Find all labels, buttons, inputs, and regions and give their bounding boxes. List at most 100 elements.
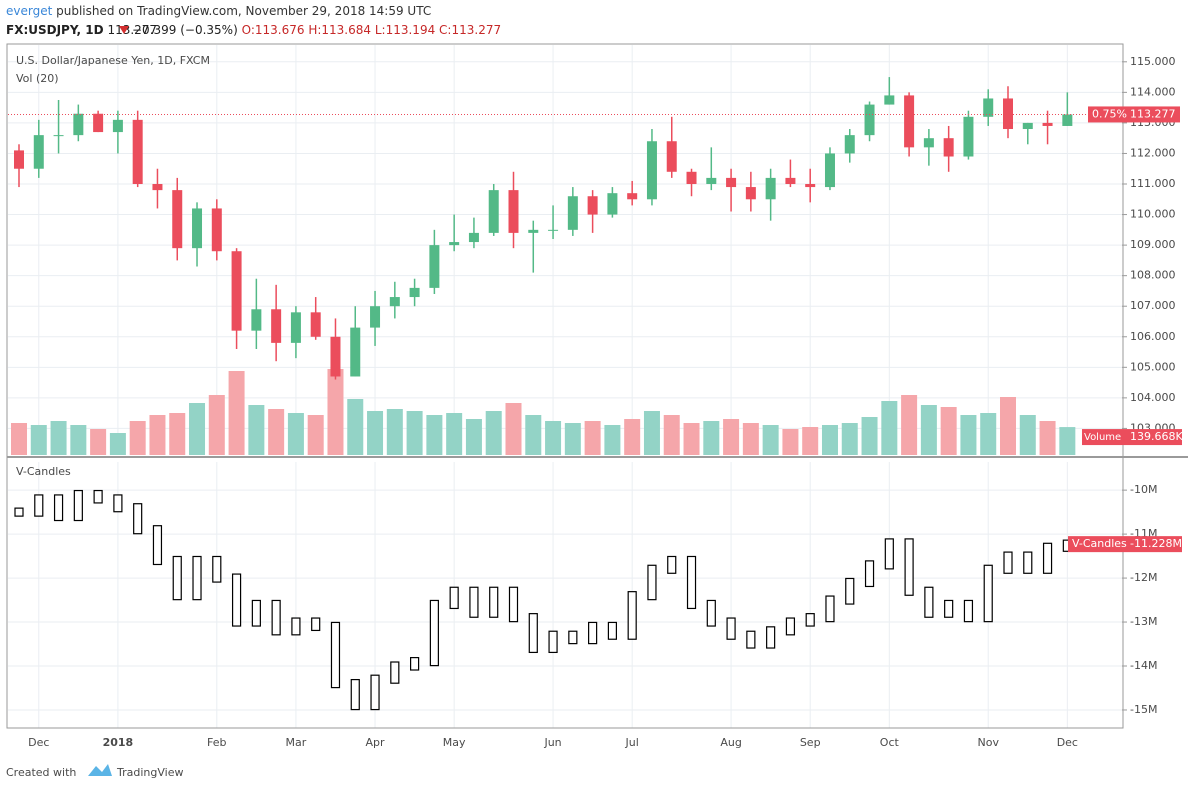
candle-body: [884, 95, 895, 105]
marks: [8, 77, 1122, 711]
v-candle: [825, 595, 835, 623]
volume-bar: [129, 421, 146, 455]
v-candle: [53, 494, 64, 522]
x-tick-label: Dec: [28, 736, 49, 749]
volume-bar: [169, 413, 186, 455]
candle-body: [1003, 98, 1013, 130]
candle-body: [844, 135, 855, 154]
v-candle: [73, 489, 83, 522]
volume-bar: [208, 395, 225, 455]
v-candle: [588, 621, 598, 645]
candle-body: [923, 138, 934, 148]
candle-body: [370, 306, 381, 328]
x-tick-label: Jul: [625, 736, 639, 749]
v-candle: [330, 621, 341, 689]
y-tick-label: 106.000: [1130, 330, 1176, 343]
ohlc-line: −0.399 (−0.35%) O:113.676 H:113.684 L:11…: [132, 23, 501, 37]
candle-body: [587, 196, 598, 215]
candle-body: [449, 242, 460, 246]
v-candle: [983, 564, 993, 623]
candle-body: [904, 95, 915, 148]
candle-body: [290, 312, 301, 343]
candle-body: [14, 150, 24, 169]
candle-body: [350, 327, 361, 377]
volume-bar: [446, 413, 463, 455]
x-tick-label: May: [443, 736, 466, 749]
candle-body: [192, 208, 203, 249]
x-tick-label: 2018: [103, 736, 134, 749]
volume-bar: [782, 429, 799, 455]
volume-label: Volume: [1084, 432, 1121, 443]
v-candle: [607, 621, 618, 640]
volume-bar: [228, 371, 245, 455]
v-candle: [231, 573, 242, 627]
volume-bar: [347, 399, 364, 455]
v-candle: [785, 617, 796, 636]
volume-bar: [465, 419, 482, 455]
v-candle: [390, 661, 400, 684]
v-candle: [508, 586, 519, 623]
candle-body: [112, 119, 123, 133]
candle-body: [429, 245, 440, 288]
v-candle: [963, 599, 974, 623]
candle-body: [33, 135, 44, 169]
volume-bar: [564, 423, 581, 455]
v-candle: [528, 613, 538, 654]
v-candle: [864, 560, 875, 588]
v-candle: [350, 678, 360, 711]
volume-bar: [624, 419, 641, 455]
candle-body: [310, 312, 321, 337]
published: published on TradingView.com, November 2…: [56, 4, 431, 18]
y-tick-label: 107.000: [1130, 299, 1176, 312]
volume-bar: [643, 411, 660, 455]
symbol: FX:USDJPY, 1D: [6, 23, 104, 37]
v-candle: [568, 630, 578, 645]
v-candle: [133, 503, 143, 535]
low: L:113.194: [375, 23, 435, 37]
candle-body: [765, 177, 776, 200]
x-tick-label: Mar: [286, 736, 307, 749]
x-tick-label: Apr: [366, 736, 386, 749]
v-candle: [311, 617, 321, 632]
x-tick-label: Jun: [543, 736, 561, 749]
v-candle: [647, 564, 657, 601]
v-candle: [924, 586, 934, 618]
y-tick-label: -14M: [1130, 659, 1157, 672]
volume-bar: [248, 405, 265, 455]
v-candle: [805, 613, 815, 627]
volume-bar: [386, 409, 403, 455]
volume-bar: [901, 395, 918, 455]
v-candle: [251, 599, 261, 627]
y-tick-label: 108.000: [1130, 269, 1176, 282]
publisher[interactable]: everget: [6, 4, 53, 18]
footer-brand[interactable]: TradingView: [116, 766, 183, 779]
v-candle: [429, 599, 439, 667]
candle-body: [963, 116, 974, 157]
y-tick-label: 115.000: [1130, 55, 1176, 68]
volume-last-label: 139.668K: [1130, 430, 1183, 443]
volume-bar: [703, 421, 720, 455]
volume-bar: [663, 415, 680, 455]
candle-body: [508, 190, 519, 233]
candle-body: [805, 184, 816, 188]
volume-bar: [485, 411, 502, 455]
price-label-box: [1088, 106, 1180, 123]
volume-bar: [723, 419, 740, 455]
v-candle: [548, 630, 558, 654]
volume-bar: [584, 421, 601, 455]
v-candle: [93, 489, 103, 504]
y-tick-label: -10M: [1130, 483, 1157, 496]
candle-body: [271, 309, 282, 343]
v-candle: [212, 555, 222, 583]
candle-body: [152, 184, 163, 191]
candle-body: [666, 141, 677, 172]
candle-body: [548, 229, 559, 231]
candle-body: [132, 119, 143, 185]
candle-body: [726, 177, 737, 188]
candle-body: [93, 113, 104, 133]
candle-body: [745, 187, 756, 200]
volume-bar: [920, 405, 937, 455]
indicator-title: V-Candles: [16, 465, 71, 478]
candle-body: [824, 153, 835, 188]
